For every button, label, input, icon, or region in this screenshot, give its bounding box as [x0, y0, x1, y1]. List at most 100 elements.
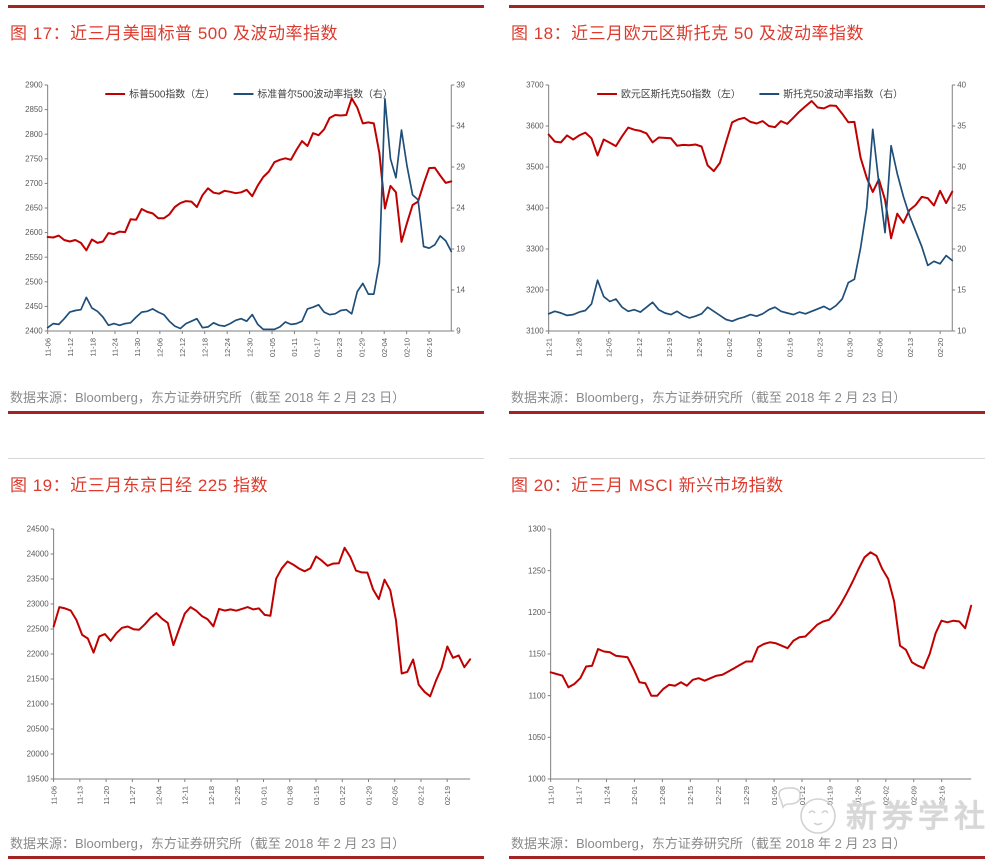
- svg-text:2850: 2850: [25, 105, 43, 114]
- svg-text:3200: 3200: [526, 286, 544, 295]
- svg-text:11-18: 11-18: [88, 338, 97, 357]
- svg-text:01-12: 01-12: [798, 786, 807, 805]
- figure-20-source: 数据来源：Bloomberg，东方证券研究所（截至 2018 年 2 月 23 …: [511, 836, 907, 851]
- svg-text:1050: 1050: [528, 733, 546, 742]
- svg-text:11-24: 11-24: [602, 786, 611, 805]
- svg-text:3500: 3500: [526, 163, 544, 172]
- svg-text:01-23: 01-23: [816, 338, 825, 357]
- figure-20-title: 图 20：近三月 MSCI 新兴市场指数: [511, 476, 784, 495]
- svg-text:15: 15: [957, 286, 966, 295]
- svg-text:标普500指数（左）: 标普500指数（左）: [129, 87, 215, 100]
- svg-text:01-22: 01-22: [338, 786, 347, 805]
- svg-text:02-16: 02-16: [425, 338, 434, 357]
- svg-text:02-05: 02-05: [391, 786, 400, 805]
- svg-text:1200: 1200: [528, 608, 546, 617]
- svg-text:3700: 3700: [526, 81, 544, 90]
- bottom-rule: [509, 856, 985, 859]
- figure-18-title: 图 18：近三月欧元区斯托克 50 及波动率指数: [511, 24, 864, 43]
- svg-text:3600: 3600: [526, 122, 544, 131]
- svg-text:01-08: 01-08: [286, 786, 295, 805]
- svg-text:2650: 2650: [25, 204, 43, 213]
- svg-text:01-05: 01-05: [770, 786, 779, 805]
- svg-text:2600: 2600: [25, 228, 43, 237]
- svg-text:01-09: 01-09: [755, 338, 764, 357]
- svg-text:12-12: 12-12: [178, 338, 187, 357]
- svg-text:01-02: 01-02: [725, 338, 734, 357]
- svg-text:1100: 1100: [529, 691, 547, 700]
- svg-text:12-05: 12-05: [605, 338, 614, 357]
- svg-text:12-11: 12-11: [181, 786, 190, 805]
- svg-text:01-01: 01-01: [259, 786, 268, 805]
- svg-text:22000: 22000: [27, 650, 50, 659]
- svg-text:12-25: 12-25: [233, 786, 242, 805]
- svg-text:12-18: 12-18: [201, 338, 210, 357]
- top-rule: [509, 5, 985, 8]
- svg-text:2550: 2550: [25, 253, 43, 262]
- svg-text:21000: 21000: [27, 700, 50, 709]
- svg-text:3100: 3100: [526, 327, 544, 336]
- svg-text:23000: 23000: [27, 600, 50, 609]
- chart-sp500-vix: 2400 2450 2500 2550 2600 2650 2700 2750 2800 2850…: [8, 73, 484, 381]
- svg-text:标准普尔500波动率指数（右）: 标准普尔500波动率指数（右）: [257, 87, 392, 100]
- svg-text:01-30: 01-30: [846, 338, 855, 357]
- svg-text:斯托克50波动率指数（右）: 斯托克50波动率指数（右）: [783, 87, 903, 100]
- svg-text:02-13: 02-13: [906, 338, 915, 357]
- panel-fig20: 图 20：近三月 MSCI 新兴市场指数 1000 1050 1100 1150 120…: [509, 458, 985, 859]
- svg-text:11-17: 11-17: [574, 786, 583, 805]
- svg-text:11-13: 11-13: [76, 786, 85, 805]
- charts-row-bottom: 图 19：近三月东京日经 225 指数 19500 20000 20500 21000…: [8, 458, 985, 859]
- svg-text:2500: 2500: [25, 277, 43, 286]
- panel-fig18: 图 18：近三月欧元区斯托克 50 及波动率指数 3100 3200 3300 340…: [509, 0, 985, 414]
- top-rule: [8, 5, 484, 8]
- svg-text:11-20: 11-20: [102, 786, 111, 805]
- svg-text:24000: 24000: [27, 550, 50, 559]
- svg-text:14: 14: [456, 286, 465, 295]
- svg-text:01-23: 01-23: [335, 338, 344, 357]
- svg-text:11-28: 11-28: [575, 338, 584, 357]
- svg-text:3400: 3400: [526, 204, 544, 213]
- svg-text:11-30: 11-30: [133, 338, 142, 357]
- svg-text:24500: 24500: [27, 525, 50, 534]
- svg-text:39: 39: [456, 81, 465, 90]
- svg-text:22500: 22500: [27, 625, 50, 634]
- svg-text:34: 34: [456, 122, 465, 131]
- svg-text:01-26: 01-26: [854, 786, 863, 805]
- svg-text:24: 24: [456, 204, 465, 213]
- svg-text:9: 9: [456, 327, 461, 336]
- svg-text:20000: 20000: [27, 750, 50, 759]
- chart-stoxx50-vstoxx: 3100 3200 3300 3400 3500 3600 3700 10 15 20 25 30 35…: [509, 73, 985, 381]
- figure-18-source: 数据来源：Bloomberg，东方证券研究所（截至 2018 年 2 月 23 …: [511, 390, 907, 405]
- svg-text:35: 35: [957, 122, 966, 131]
- svg-text:01-29: 01-29: [364, 786, 373, 805]
- svg-text:2750: 2750: [25, 154, 43, 163]
- svg-text:11-24: 11-24: [111, 338, 120, 357]
- svg-text:01-19: 01-19: [826, 786, 835, 805]
- svg-text:23500: 23500: [27, 575, 50, 584]
- svg-text:12-12: 12-12: [635, 338, 644, 357]
- svg-text:2800: 2800: [25, 130, 43, 139]
- svg-text:12-18: 12-18: [207, 786, 216, 805]
- svg-text:1250: 1250: [528, 566, 546, 575]
- panel-fig17: 图 17：近三月美国标普 500 及波动率指数 2400 2450 2500 2550…: [8, 0, 484, 414]
- bottom-rule: [509, 411, 985, 414]
- svg-text:11-10: 11-10: [546, 786, 555, 805]
- svg-text:01-16: 01-16: [785, 338, 794, 357]
- svg-text:02-09: 02-09: [910, 786, 919, 805]
- figure-17-title: 图 17：近三月美国标普 500 及波动率指数: [10, 24, 338, 43]
- svg-text:02-16: 02-16: [937, 786, 946, 805]
- chart-msci-em: 1000 1050 1100 1150 1200 1250 1300 11-10 11-17 11…: [509, 519, 985, 831]
- svg-text:02-12: 02-12: [417, 786, 426, 805]
- svg-text:11-27: 11-27: [128, 786, 137, 805]
- svg-text:02-20: 02-20: [936, 338, 945, 357]
- svg-text:12-22: 12-22: [714, 786, 723, 805]
- separator-hairline: [8, 458, 484, 459]
- svg-text:02-06: 02-06: [876, 338, 885, 357]
- svg-text:20500: 20500: [27, 725, 50, 734]
- svg-text:02-19: 02-19: [443, 786, 452, 805]
- svg-text:1000: 1000: [528, 775, 546, 784]
- svg-text:01-11: 01-11: [290, 338, 299, 357]
- separator-hairline: [509, 458, 985, 459]
- svg-text:01-17: 01-17: [313, 338, 322, 357]
- svg-text:欧元区斯托克50指数（左）: 欧元区斯托克50指数（左）: [621, 87, 741, 100]
